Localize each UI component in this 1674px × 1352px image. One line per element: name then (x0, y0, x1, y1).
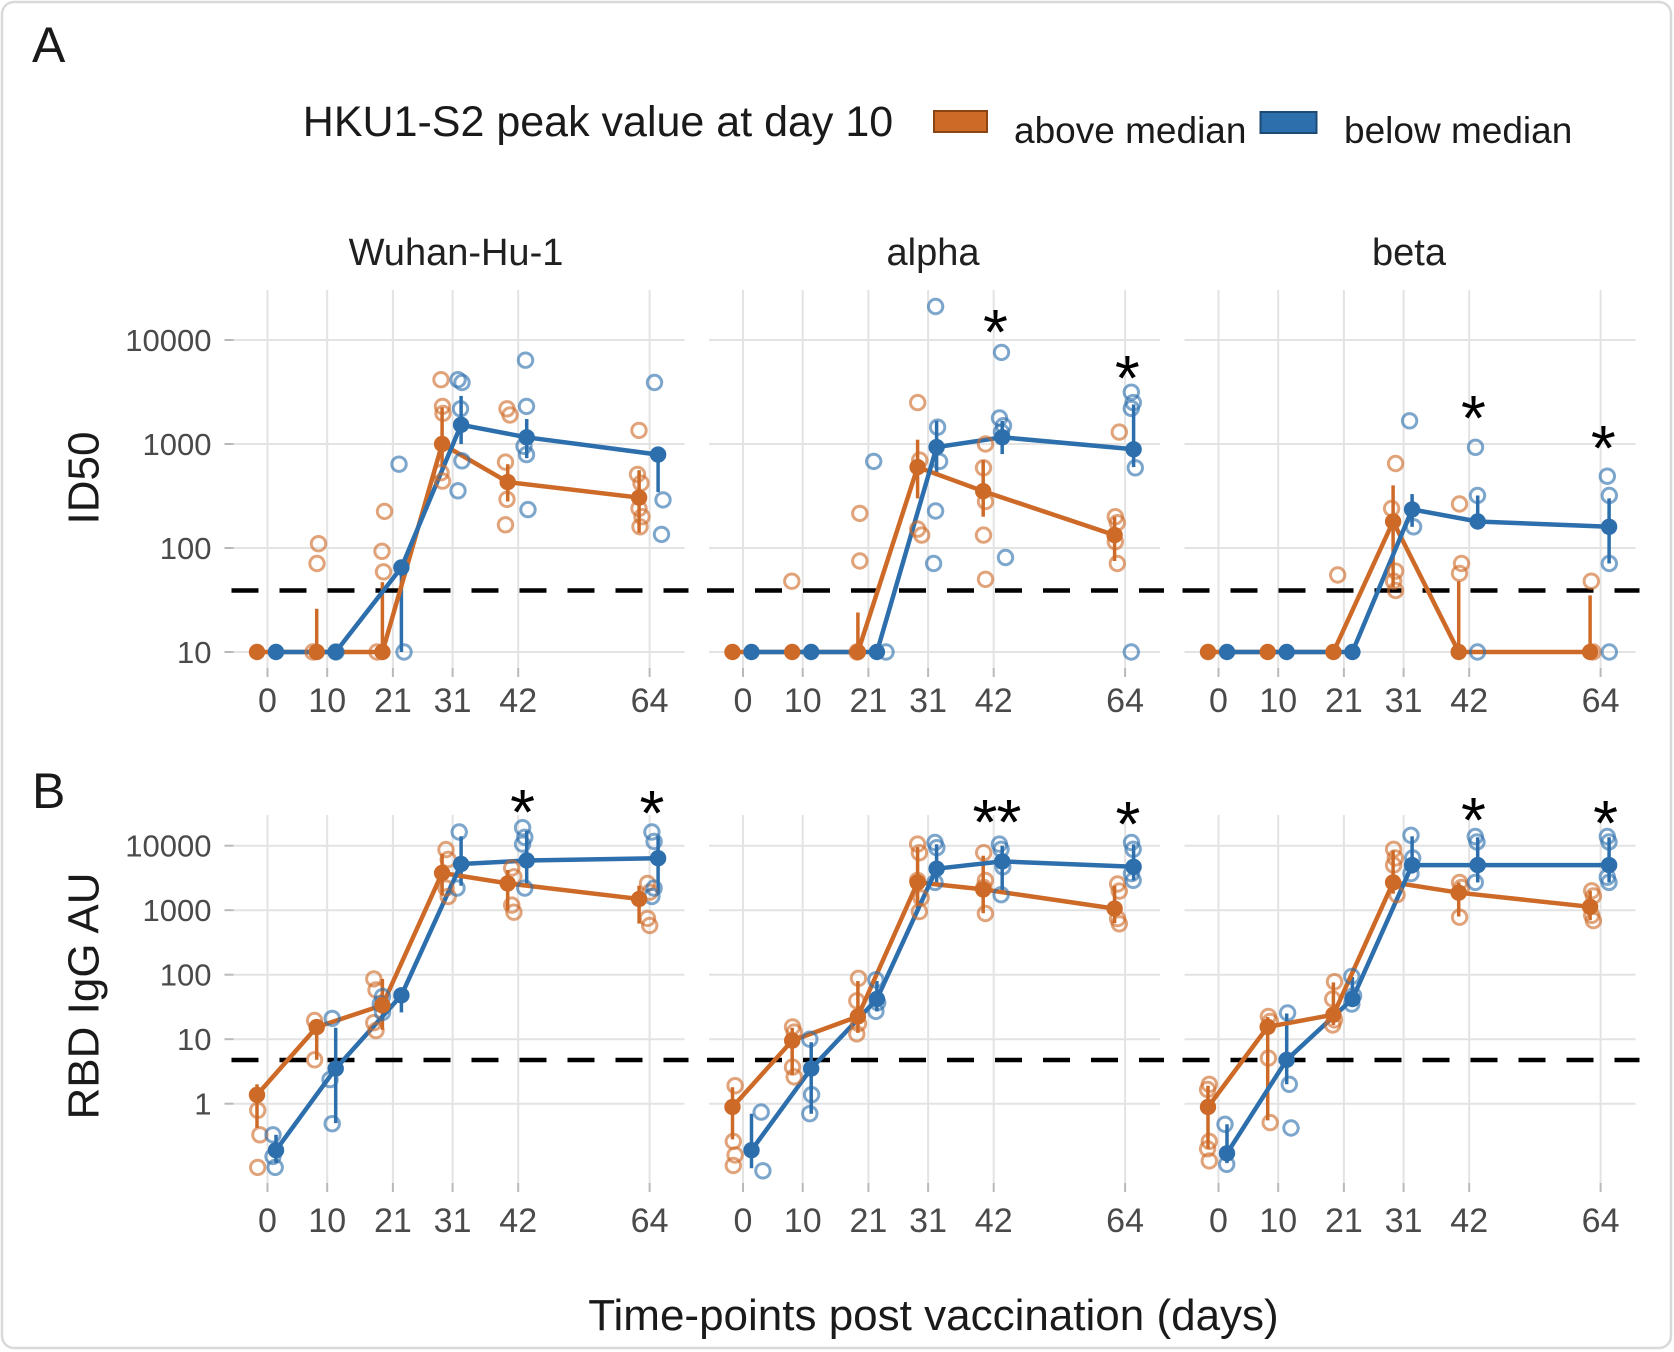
svg-text:10: 10 (308, 1202, 346, 1240)
svg-text:0: 0 (258, 1202, 277, 1240)
svg-text:A: A (32, 17, 66, 73)
svg-text:0: 0 (1209, 1202, 1228, 1240)
svg-text:0: 0 (734, 682, 753, 720)
svg-text:*: * (1591, 412, 1616, 484)
svg-text:10000: 10000 (125, 829, 211, 864)
svg-text:Wuhan-Hu-1: Wuhan-Hu-1 (349, 232, 564, 274)
svg-text:*: * (1593, 787, 1618, 859)
svg-text:42: 42 (975, 682, 1013, 720)
svg-text:42: 42 (1450, 682, 1488, 720)
svg-text:*: * (510, 776, 535, 848)
svg-text:beta: beta (1372, 232, 1447, 274)
svg-text:21: 21 (374, 682, 412, 720)
svg-text:*: * (983, 296, 1008, 368)
svg-text:10: 10 (1259, 682, 1297, 720)
svg-text:21: 21 (849, 1202, 887, 1240)
svg-text:*: * (973, 786, 998, 858)
svg-text:21: 21 (374, 1202, 412, 1240)
svg-text:21: 21 (849, 682, 887, 720)
svg-text:1000: 1000 (143, 893, 212, 928)
svg-text:10: 10 (177, 635, 211, 670)
svg-text:10: 10 (784, 1202, 822, 1240)
svg-text:31: 31 (434, 1202, 472, 1240)
svg-text:10000: 10000 (125, 323, 211, 358)
svg-text:64: 64 (631, 682, 669, 720)
svg-text:31: 31 (1385, 1202, 1423, 1240)
svg-text:21: 21 (1325, 682, 1363, 720)
svg-text:64: 64 (631, 1202, 669, 1240)
svg-text:100: 100 (160, 958, 212, 993)
svg-text:31: 31 (909, 1202, 947, 1240)
svg-text:1000: 1000 (143, 427, 212, 462)
svg-text:*: * (1461, 784, 1486, 856)
svg-text:42: 42 (499, 682, 537, 720)
svg-text:ID50: ID50 (60, 432, 109, 525)
svg-text:31: 31 (909, 682, 947, 720)
svg-text:42: 42 (499, 1202, 537, 1240)
svg-text:Time-points post vaccination (: Time-points post vaccination (days) (588, 1291, 1278, 1340)
svg-text:42: 42 (1450, 1202, 1488, 1240)
svg-text:0: 0 (1209, 682, 1228, 720)
svg-text:0: 0 (734, 1202, 753, 1240)
svg-text:1: 1 (194, 1087, 211, 1122)
svg-text:above median: above median (1014, 110, 1246, 151)
svg-text:64: 64 (1106, 682, 1144, 720)
svg-text:10: 10 (177, 1022, 211, 1057)
svg-text:42: 42 (975, 1202, 1013, 1240)
svg-text:64: 64 (1582, 1202, 1620, 1240)
svg-text:64: 64 (1106, 1202, 1144, 1240)
svg-text:64: 64 (1582, 682, 1620, 720)
svg-text:*: * (997, 786, 1022, 858)
svg-text:alpha: alpha (887, 232, 981, 274)
svg-text:0: 0 (258, 682, 277, 720)
svg-text:10: 10 (308, 682, 346, 720)
svg-text:*: * (1116, 788, 1141, 860)
svg-text:*: * (639, 777, 664, 849)
svg-text:31: 31 (434, 682, 472, 720)
svg-text:below median: below median (1344, 110, 1572, 151)
svg-text:RBD IgG AU: RBD IgG AU (60, 873, 109, 1120)
svg-text:*: * (1115, 342, 1140, 414)
svg-text:100: 100 (160, 531, 212, 566)
svg-text:10: 10 (784, 682, 822, 720)
svg-text:*: * (1461, 382, 1486, 454)
svg-text:31: 31 (1385, 682, 1423, 720)
svg-text:B: B (32, 763, 65, 819)
svg-text:HKU1-S2 peak value at day 10: HKU1-S2 peak value at day 10 (303, 98, 893, 146)
svg-text:21: 21 (1325, 1202, 1363, 1240)
svg-text:10: 10 (1259, 1202, 1297, 1240)
